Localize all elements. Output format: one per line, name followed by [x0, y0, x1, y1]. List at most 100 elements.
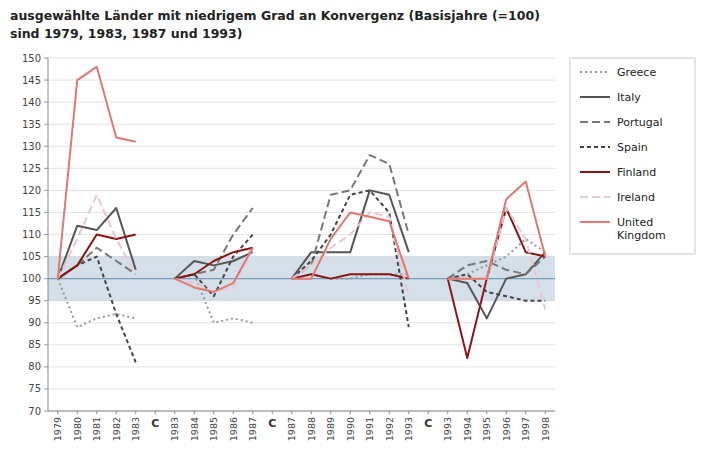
- x-tick: [389, 411, 390, 414]
- subtitle: sind 1979, 1983, 1987 und 1993): [10, 26, 242, 41]
- x-tick-label: C: [151, 417, 159, 430]
- x-tick-label: 1987: [286, 417, 297, 441]
- chart: ausgewählte Länder mit niedrigem Grad an…: [0, 0, 705, 459]
- x-tick: [467, 411, 468, 414]
- legend-swatch: [580, 96, 610, 98]
- x-tick-label: 1986: [228, 417, 239, 441]
- x-tick: [350, 411, 351, 414]
- x-tick-label: 1996: [501, 417, 512, 441]
- x-axis-line: [48, 411, 555, 412]
- x-tick: [291, 411, 292, 414]
- grid-line: [48, 190, 555, 191]
- legend-label: UnitedKingdom: [617, 216, 666, 242]
- y-tick-label: 105: [22, 251, 41, 262]
- x-tick-label: 1993: [403, 417, 414, 441]
- x-tick-label: 1990: [345, 417, 356, 441]
- x-tick-label: C: [424, 417, 432, 430]
- legend-swatch: [580, 71, 610, 73]
- x-tick-label: 1988: [306, 417, 317, 441]
- x-tick-label: 1980: [72, 417, 83, 441]
- grid-line: [48, 146, 555, 147]
- legend-label: Italy: [617, 91, 641, 104]
- legend-label: Finland: [617, 166, 656, 179]
- x-tick-label: 1991: [364, 417, 375, 441]
- y-tick-label: 85: [28, 339, 41, 350]
- legend-label: Portugal: [617, 116, 663, 129]
- grid-line: [48, 212, 555, 213]
- legend-label: Spain: [617, 141, 648, 154]
- grid-line: [48, 344, 555, 345]
- x-tick: [194, 411, 195, 414]
- x-tick: [213, 411, 214, 414]
- grid-line: [48, 168, 555, 169]
- y-tick-label: 140: [22, 97, 41, 108]
- y-tick-label: 125: [22, 163, 41, 174]
- grid-line: [48, 124, 555, 125]
- x-tick: [428, 411, 429, 414]
- y-tick: [44, 146, 48, 147]
- x-tick: [525, 411, 526, 414]
- y-tick: [44, 300, 48, 301]
- y-tick-label: 70: [28, 406, 41, 417]
- x-tick: [272, 411, 273, 414]
- series-line: [58, 190, 546, 362]
- y-tick: [44, 234, 48, 235]
- grid-line: [48, 58, 555, 59]
- y-tick: [44, 80, 48, 81]
- legend-label: Ireland: [617, 191, 655, 204]
- y-tick-label: 80: [28, 361, 41, 372]
- x-tick: [57, 411, 58, 414]
- series-line: [58, 67, 546, 292]
- y-tick: [44, 124, 48, 125]
- y-tick-label: 145: [22, 75, 41, 86]
- legend-label-line: Italy: [617, 91, 641, 104]
- legend-swatch: [580, 146, 610, 148]
- x-tick: [116, 411, 117, 414]
- x-axis: 19791980198119821983C1983198419851986198…: [52, 411, 551, 441]
- plot-area: [48, 67, 555, 363]
- x-tick-label: 1981: [91, 417, 102, 441]
- y-tick: [44, 366, 48, 367]
- x-tick-label: 1995: [481, 417, 492, 441]
- legend: GreeceItalyPortugalSpainFinlandIrelandUn…: [570, 58, 695, 254]
- legend-label-line: United: [617, 216, 653, 229]
- legend-swatch: [580, 196, 610, 198]
- grid-line: [48, 388, 555, 389]
- x-tick-label: 1987: [247, 417, 258, 441]
- x-tick: [330, 411, 331, 414]
- y-tick-label: 95: [28, 295, 41, 306]
- y-tick: [44, 58, 48, 59]
- y-axis-line: [48, 58, 49, 411]
- legend-label-line: Ireland: [617, 191, 655, 204]
- x-tick-label: 1992: [384, 417, 395, 441]
- y-tick-label: 90: [28, 317, 41, 328]
- x-tick-label: 1998: [540, 417, 551, 441]
- x-tick: [447, 411, 448, 414]
- x-tick: [233, 411, 234, 414]
- legend-label-line: Kingdom: [617, 229, 666, 242]
- x-tick-label: 1993: [442, 417, 453, 441]
- series-line: [58, 190, 546, 318]
- y-tick-label: 135: [22, 119, 41, 130]
- grid-line: [48, 102, 555, 103]
- x-tick: [77, 411, 78, 414]
- series-line: [58, 155, 546, 279]
- y-grid: 7075808590951001051101151201251301351401…: [22, 53, 555, 417]
- x-tick-label: 1985: [208, 417, 219, 441]
- y-tick: [44, 322, 48, 323]
- legend-label-line: Finland: [617, 166, 656, 179]
- x-tick-label: 1994: [462, 417, 473, 441]
- grid-line: [48, 80, 555, 81]
- y-tick-label: 100: [22, 273, 41, 284]
- x-tick-label: 1983: [169, 417, 180, 441]
- x-tick: [252, 411, 253, 414]
- legend-swatch: [580, 121, 610, 123]
- grid-line: [48, 322, 555, 323]
- y-tick-label: 110: [22, 229, 41, 240]
- y-tick: [44, 102, 48, 103]
- y-tick: [44, 344, 48, 345]
- x-tick-label: 1997: [520, 417, 531, 441]
- y-tick-label: 115: [22, 207, 41, 218]
- x-tick: [369, 411, 370, 414]
- y-tick: [44, 256, 48, 257]
